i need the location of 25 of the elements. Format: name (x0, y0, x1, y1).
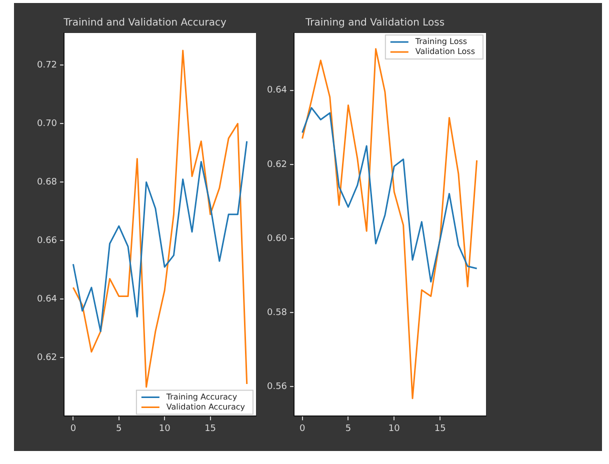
x-tick-label: 0 (70, 424, 76, 434)
y-tick-label: 0.72 (36, 60, 58, 71)
x-tick-label: 0 (299, 424, 306, 434)
y-tick-label: 0.68 (36, 178, 58, 188)
chart-title: Trainind and Validation Accuracy (62, 18, 226, 29)
y-tick-label: 0.60 (266, 234, 288, 244)
y-tick-label: 0.62 (266, 160, 288, 170)
x-tick-label: 15 (204, 424, 216, 434)
y-tick-label: 0.64 (266, 86, 288, 96)
legend-label: Training Accuracy (165, 392, 238, 402)
legend-label: Validation Loss (415, 47, 475, 56)
chart-title: Training and Validation Loss (304, 18, 445, 29)
x-tick-label: 10 (158, 424, 171, 434)
x-tick-label: 10 (388, 424, 400, 434)
x-tick-label: 5 (345, 424, 352, 434)
legend-label: Validation Accuracy (166, 402, 246, 412)
x-tick-label: 15 (434, 424, 446, 434)
y-tick-label: 0.66 (36, 236, 58, 246)
y-tick-label: 0.70 (36, 119, 58, 130)
y-tick-label: 0.58 (266, 308, 288, 318)
x-tick-label: 5 (116, 424, 122, 434)
y-tick-label: 0.62 (36, 353, 58, 364)
y-tick-label: 0.56 (266, 382, 288, 392)
y-tick-label: 0.64 (36, 294, 58, 305)
legend-label: Training Loss (414, 37, 468, 46)
